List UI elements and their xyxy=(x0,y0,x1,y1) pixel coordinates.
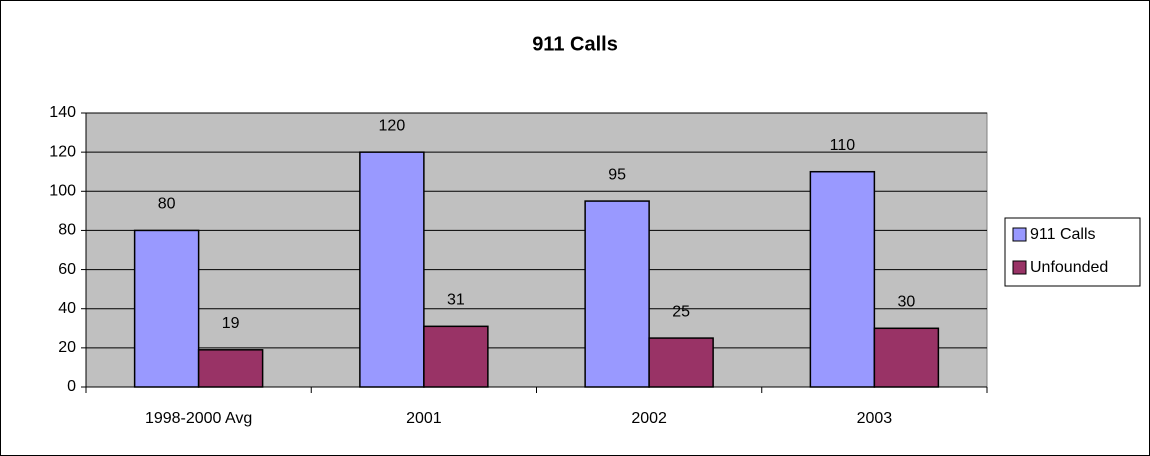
legend-swatch xyxy=(1012,227,1027,242)
y-tick-label: 100 xyxy=(49,183,76,200)
data-label: 25 xyxy=(672,303,690,320)
bar xyxy=(584,200,650,388)
y-tick-label: 140 xyxy=(49,104,76,121)
y-tick-label: 40 xyxy=(58,300,76,317)
x-tick-label: 2003 xyxy=(857,410,893,427)
bar xyxy=(359,151,425,388)
data-label: 80 xyxy=(158,196,176,213)
y-tick-label: 80 xyxy=(58,222,76,239)
legend-label: Unfounded xyxy=(1030,259,1108,276)
bar xyxy=(873,327,940,388)
bar xyxy=(648,337,714,388)
y-tick-label: 0 xyxy=(67,378,76,395)
legend-label: 911 Calls xyxy=(1030,226,1096,243)
bar xyxy=(133,229,200,388)
data-label: 31 xyxy=(447,292,465,309)
data-label: 19 xyxy=(222,315,240,332)
legend-swatch xyxy=(1012,260,1027,275)
y-tick-label: 60 xyxy=(58,261,76,278)
x-tick-label: 1998-2000 Avg xyxy=(145,410,252,427)
x-tick-label: 2002 xyxy=(631,410,667,427)
chart-title: 911 Calls xyxy=(532,33,618,55)
data-label: 110 xyxy=(830,137,856,154)
data-label: 95 xyxy=(608,166,626,183)
data-label: 30 xyxy=(897,294,915,311)
x-tick-label: 2001 xyxy=(406,410,442,427)
y-tick-label: 20 xyxy=(58,339,76,356)
bar xyxy=(809,170,876,388)
legend-box xyxy=(1004,217,1141,287)
bar xyxy=(423,325,489,388)
data-label: 120 xyxy=(379,117,406,134)
bar xyxy=(197,349,264,388)
y-tick-label: 120 xyxy=(49,143,76,160)
